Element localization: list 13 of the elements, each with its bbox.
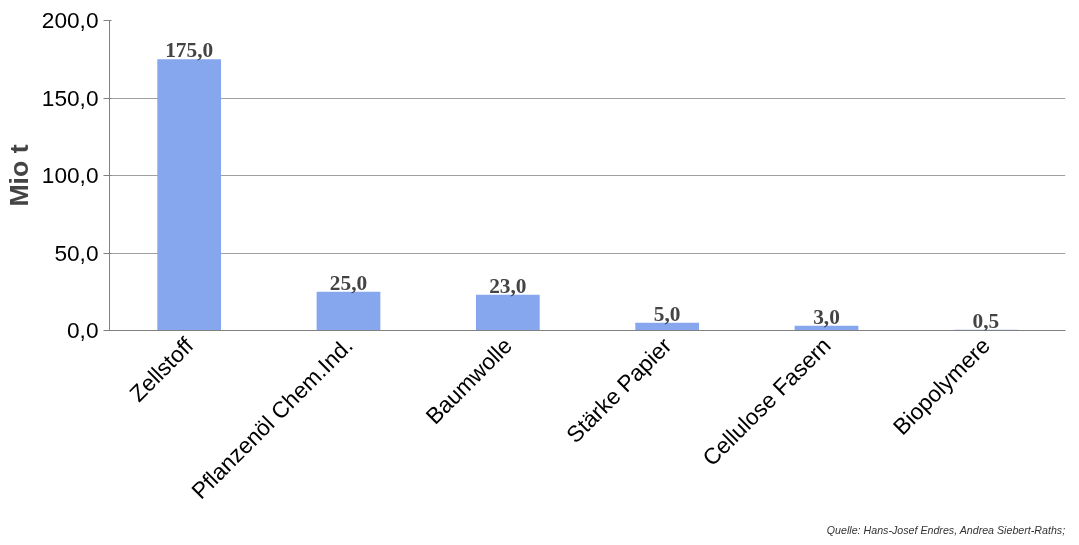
y-tick-label: 100,0 bbox=[41, 162, 99, 188]
y-axis-title: Mio t bbox=[3, 144, 34, 207]
y-tick-label: 0,0 bbox=[67, 317, 99, 343]
data-label: 0,5 bbox=[972, 308, 1000, 333]
data-label: 5,0 bbox=[653, 301, 681, 326]
data-label: 23,0 bbox=[489, 273, 527, 298]
source-note: Quelle: Hans-Josef Endres, Andrea Siebert-Raths; bbox=[826, 523, 1066, 536]
data-label: 3,0 bbox=[813, 304, 840, 329]
data-label: 175,0 bbox=[165, 38, 214, 63]
y-tick-label: 150,0 bbox=[41, 84, 99, 111]
y-tick-label: 200,0 bbox=[41, 7, 99, 33]
y-tick-label: 50,0 bbox=[54, 239, 99, 266]
data-label: 25,0 bbox=[329, 270, 368, 295]
